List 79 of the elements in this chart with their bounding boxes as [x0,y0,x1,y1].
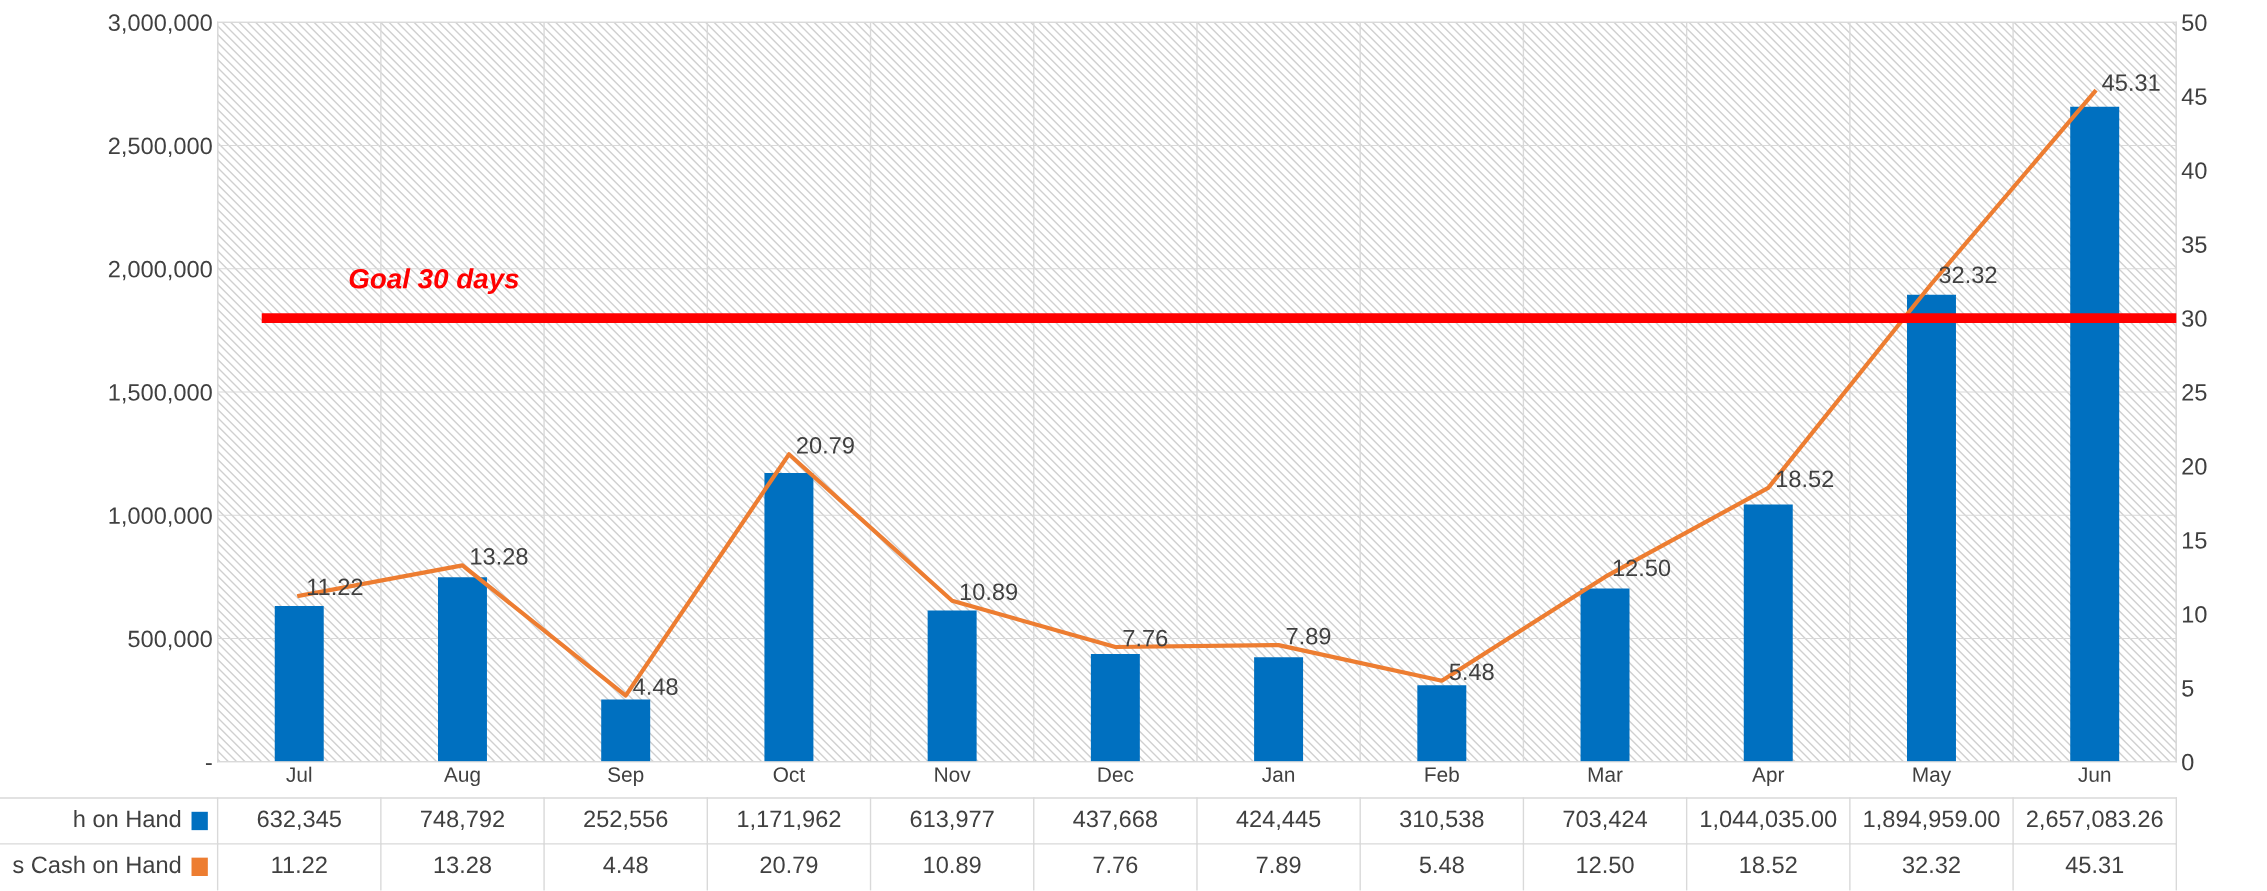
line-series [297,89,2097,698]
data-label: 310,538 [1400,810,1484,831]
data-label: 10.89 [924,856,981,874]
y2-tick-label: 10 [2182,605,2207,623]
y2-tick-label: 25 [2182,384,2207,401]
data-label: 748,792 [421,810,504,831]
data-label: 1,171,962 [738,810,841,831]
y-tick-label: 3,000,000 [108,14,212,34]
data-label: 252,556 [584,810,668,831]
data-label: 32.32 [1902,856,1960,874]
bar [601,699,651,762]
text: 7.89 [1286,627,1331,645]
y-tick-label: 1,000,000 [109,507,212,527]
x-tick-label: Aug [443,767,480,787]
data-label: 20.79 [760,856,818,874]
data-label: 7.89 [1256,856,1301,874]
y-tick-label: 2,000,000 [108,260,212,281]
data-label: 2,657,083.26 [2026,810,2163,831]
y2-tick-label: 50 [2182,14,2207,32]
text: 7.76 [1123,629,1168,647]
data-label: 18.52 [1740,856,1797,874]
y2-tick-label: 15 [2182,532,2207,549]
y2-tick-label: 20 [2182,458,2207,475]
bar [1907,294,1956,762]
x-tick-label: Feb [1425,766,1459,782]
legend-label: s Cash on Hand [13,855,181,874]
x-tick-label: Jun [2078,767,2111,782]
y-tick-label: - [205,763,212,766]
y-tick-label: 1,500,000 [109,384,212,404]
x-tick-label: Jul [286,766,312,782]
data-label: 5.48 [1419,856,1464,874]
bar [1090,653,1140,762]
data-label: 703,424 [1563,810,1648,831]
y2-tick-label: 0 [2182,753,2194,771]
data-label: 4.48 [603,856,648,874]
bar [437,577,487,762]
data-label: 613,977 [910,810,994,831]
data-label: 1,044,035.00 [1701,810,1837,831]
text: 10.89 [960,583,1018,601]
ref-line-label: Goal 30 days [349,268,519,295]
bar [1417,685,1467,762]
y-tick-label: 2,500,000 [108,137,212,158]
y2-tick-label: 35 [2182,236,2207,253]
data-label: 437,668 [1073,810,1158,831]
bar [1254,657,1304,762]
x-tick-label: Mar [1588,767,1623,782]
data-label: 13.28 [434,856,491,874]
data-label: 632,345 [257,810,341,831]
bar [2070,106,2120,762]
text: 45.31 [2102,74,2160,92]
data-label: 1,894,959.00 [1864,810,2000,831]
bar [1743,504,1793,762]
text: 13.28 [471,548,528,565]
data-label: 11.22 [272,856,327,873]
y-tick-label: 500,000 [128,630,212,651]
text: 20.79 [797,436,854,454]
bar [274,605,324,762]
text: 32.32 [1939,266,1997,284]
bar [927,610,977,762]
x-tick-label: Apr [1752,767,1785,787]
x-tick-label: Nov [935,767,971,782]
y2-tick-label: 40 [2181,162,2207,179]
y2-tick-label: 5 [2182,680,2194,697]
y2-tick-label: 30 [2182,310,2207,327]
x-tick-label: Sep [608,767,644,787]
text: 4.48 [633,678,678,695]
data-label: 424,445 [1236,810,1321,831]
x-tick-label: Oct [773,767,805,782]
y2-tick-label: 45 [2181,88,2207,106]
legend-label: h on Hand [74,809,181,828]
data-label: 12.50 [1577,856,1634,874]
x-tick-label: Jan [1262,767,1295,782]
bar [764,472,814,762]
data-label: 7.76 [1093,856,1138,874]
bar [1580,588,1630,762]
x-tick-label: Dec [1098,767,1134,782]
text: 18.52 [1777,470,1834,488]
x-tick-label: May [1913,767,1952,787]
data-label: 45.31 [2065,856,2124,874]
